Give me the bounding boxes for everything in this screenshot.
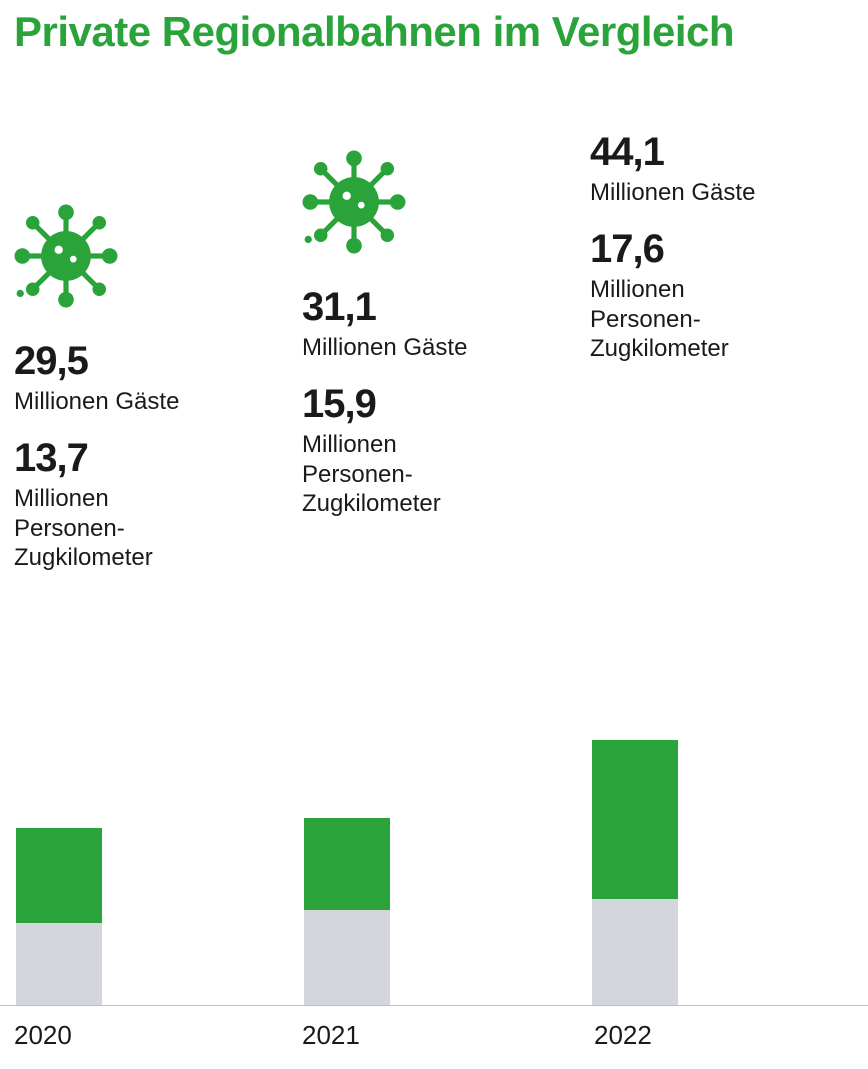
year-label: 2022 xyxy=(594,1020,652,1051)
guests-block: 31,1 Millionen Gäste xyxy=(302,287,562,362)
km-block: 17,6 Millionen Personen- Zugkilometer xyxy=(590,229,850,363)
column-2022: 44,1 Millionen Gäste 17,6 Millionen Pers… xyxy=(590,132,850,363)
guests-value: 31,1 xyxy=(302,287,562,327)
bar-segment-green xyxy=(592,740,678,899)
km-value: 13,7 xyxy=(14,438,274,478)
guests-value: 29,5 xyxy=(14,341,274,381)
km-label: Millionen Personen- Zugkilometer xyxy=(302,430,562,518)
guests-block: 44,1 Millionen Gäste xyxy=(590,132,850,207)
bar-zone xyxy=(0,635,868,1005)
km-label: Millionen Personen- Zugkilometer xyxy=(590,275,850,363)
bar-segment-green xyxy=(304,818,390,909)
guests-value: 44,1 xyxy=(590,132,850,172)
virus-icon xyxy=(302,150,406,254)
virus-icon xyxy=(14,204,118,308)
baseline xyxy=(0,1005,868,1006)
km-value: 15,9 xyxy=(302,384,562,424)
km-block: 15,9 Millionen Personen- Zugkilometer xyxy=(302,384,562,518)
column-2020: 29,5 Millionen Gäste 13,7 Millionen Pers… xyxy=(14,204,274,572)
chart-container: Private Regionalbahnen im Vergleich 29,5 xyxy=(0,0,868,1069)
km-block: 13,7 Millionen Personen- Zugkilometer xyxy=(14,438,274,572)
covid-icon-wrap xyxy=(14,204,274,313)
guests-label: Millionen Gäste xyxy=(302,333,562,362)
year-label: 2021 xyxy=(302,1020,360,1051)
column-2021: 31,1 Millionen Gäste 15,9 Millionen Pers… xyxy=(302,150,562,518)
guests-label: Millionen Gäste xyxy=(14,387,274,416)
guests-block: 29,5 Millionen Gäste xyxy=(14,341,274,416)
chart-title: Private Regionalbahnen im Vergleich xyxy=(14,8,734,56)
guests-label: Millionen Gäste xyxy=(590,178,850,207)
km-value: 17,6 xyxy=(590,229,850,269)
bar-segment-green xyxy=(16,828,102,923)
km-label: Millionen Personen- Zugkilometer xyxy=(14,484,274,572)
covid-icon-wrap xyxy=(302,150,562,259)
year-label: 2020 xyxy=(14,1020,72,1051)
